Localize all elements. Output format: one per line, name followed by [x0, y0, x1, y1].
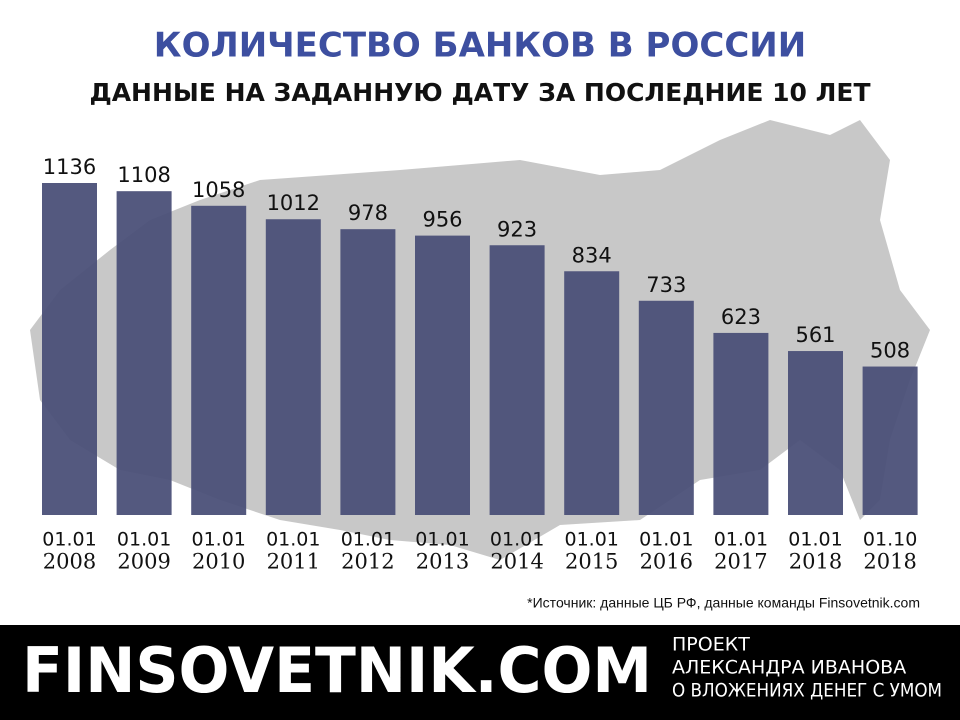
bar — [788, 351, 843, 515]
x-tick-label: 2015 — [565, 550, 618, 574]
bar — [116, 191, 172, 515]
bar — [191, 205, 247, 515]
value-label: 561 — [795, 323, 835, 347]
source-note: *Источник: данные ЦБ РФ, данные команды … — [527, 595, 920, 611]
x-tick-label: 01.01 — [788, 529, 842, 551]
x-tick-label: 01.01 — [341, 529, 395, 551]
x-tick-label: 01.01 — [191, 529, 245, 551]
bar — [340, 229, 396, 515]
x-tick-label: 01.01 — [117, 529, 171, 551]
x-tick-label: 01.01 — [266, 529, 320, 551]
x-tick-label: 2010 — [192, 550, 245, 574]
bar — [862, 366, 918, 515]
x-tick-label: 2014 — [490, 550, 543, 574]
value-label: 623 — [721, 305, 761, 329]
value-label: 1108 — [117, 163, 170, 187]
bar — [265, 219, 321, 515]
chart-title: КОЛИЧЕСТВО БАНКОВ В РОССИИ — [154, 26, 806, 66]
footer-tagline: ПРОЕКТ — [672, 634, 750, 656]
x-tick-label: 2009 — [117, 550, 170, 574]
bar — [42, 183, 97, 515]
map-background — [30, 120, 930, 560]
x-tick-label: 01.01 — [564, 529, 618, 551]
x-tick-label: 01.01 — [415, 529, 469, 551]
x-tick-label: 2012 — [341, 550, 394, 574]
footer-brand: FINSOVETNIK.COM — [22, 634, 652, 707]
x-tick-label: 01.01 — [714, 529, 768, 551]
x-tick-label: 2013 — [416, 550, 469, 574]
bar — [489, 245, 545, 515]
x-tick-label: 2017 — [714, 550, 767, 574]
footer-band — [0, 625, 960, 720]
value-label: 1012 — [267, 191, 320, 215]
footer-tagline: О ВЛОЖЕНИЯХ ДЕНЕГ С УМОМ — [672, 680, 942, 702]
bar — [638, 300, 694, 515]
value-label: 1136 — [43, 155, 96, 179]
value-label: 978 — [348, 201, 388, 225]
plot: 113601.012008110801.012009105801.0120101… — [42, 155, 918, 574]
value-label: 1058 — [192, 178, 245, 202]
x-tick-label: 2008 — [43, 550, 96, 574]
chart-subtitle: ДАННЫЕ НА ЗАДАННУЮ ДАТУ ЗА ПОСЛЕДНИЕ 10 … — [89, 78, 870, 107]
x-tick-label: 2016 — [640, 550, 693, 574]
value-label: 733 — [646, 273, 686, 297]
x-tick-label: 2018 — [789, 550, 842, 574]
value-label: 834 — [572, 243, 612, 267]
value-label: 508 — [870, 339, 910, 363]
x-tick-label: 01.10 — [863, 529, 917, 551]
bar — [564, 271, 620, 515]
value-label: 956 — [422, 208, 462, 232]
x-tick-label: 2011 — [267, 550, 320, 574]
x-tick-label: 01.01 — [490, 529, 544, 551]
bar — [713, 332, 769, 515]
x-tick-label: 01.01 — [639, 529, 693, 551]
x-tick-label: 2018 — [863, 550, 916, 574]
footer-tagline: АЛЕКСАНДРА ИВАНОВА — [672, 657, 906, 679]
bar — [415, 235, 470, 515]
x-tick-label: 01.01 — [42, 529, 96, 551]
value-label: 923 — [497, 217, 537, 241]
